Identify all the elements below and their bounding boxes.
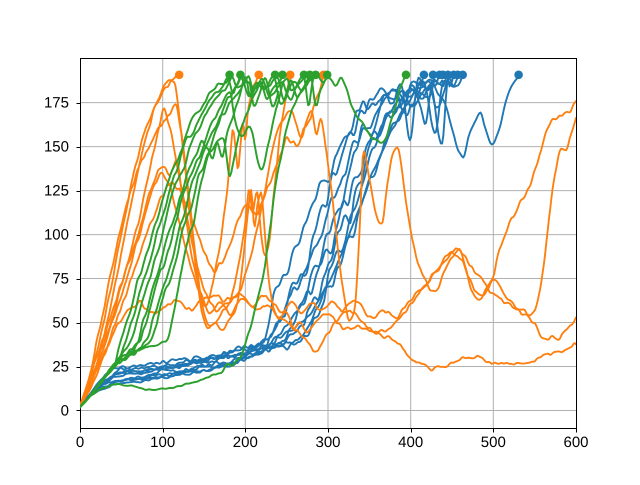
svg-text:200: 200 <box>233 434 258 451</box>
svg-text:500: 500 <box>481 434 506 451</box>
svg-text:125: 125 <box>44 183 69 200</box>
svg-text:600: 600 <box>563 434 588 451</box>
svg-text:25: 25 <box>52 359 69 376</box>
svg-text:75: 75 <box>52 271 69 288</box>
svg-text:100: 100 <box>150 434 175 451</box>
svg-text:400: 400 <box>398 434 423 451</box>
svg-text:300: 300 <box>315 434 340 451</box>
svg-text:175: 175 <box>44 95 69 112</box>
svg-text:100: 100 <box>44 227 69 244</box>
svg-text:0: 0 <box>76 434 84 451</box>
svg-text:0: 0 <box>61 403 69 420</box>
svg-text:150: 150 <box>44 139 69 156</box>
svg-text:50: 50 <box>52 315 69 332</box>
